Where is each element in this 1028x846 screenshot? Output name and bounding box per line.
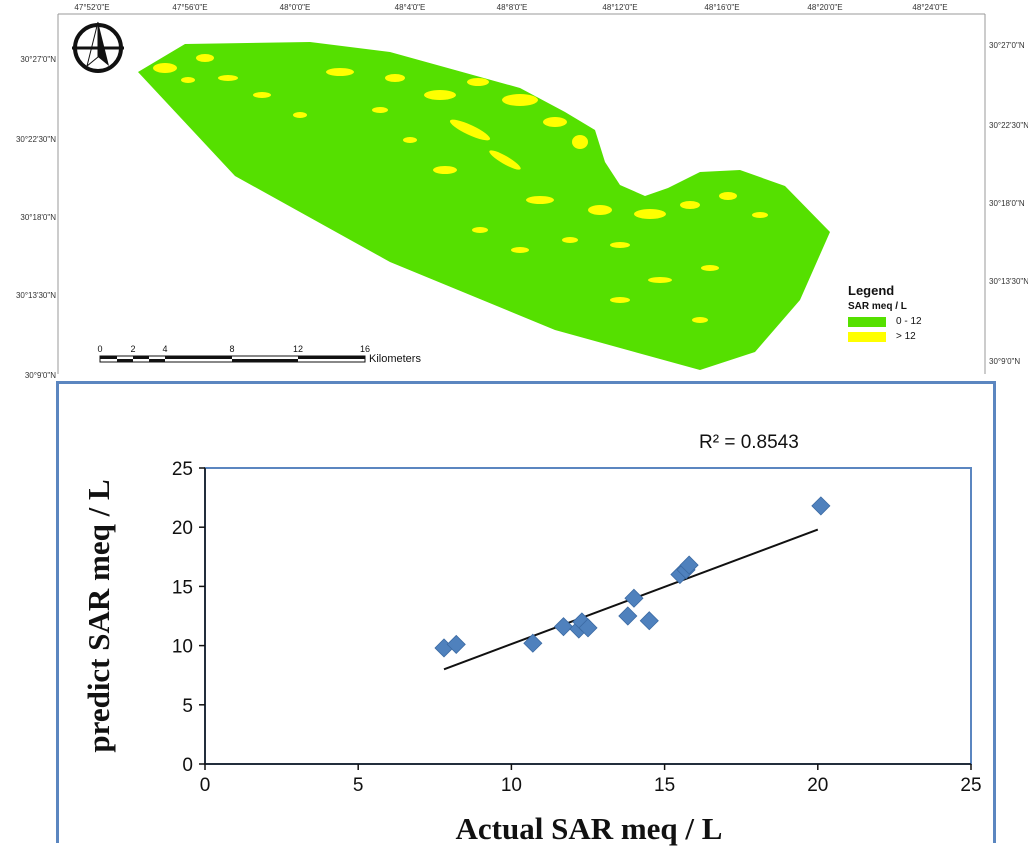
top-coord-label: 47°56'0"E (172, 3, 207, 12)
y-tick-label: 20 (172, 518, 193, 539)
data-point (811, 496, 831, 516)
legend-swatch-low (848, 316, 886, 327)
right-coordinate-labels: 30°27'0"N 30°22'30"N 30°18'0"N 30°13'30"N 30… (989, 41, 1028, 366)
high-sar-patches (153, 54, 768, 323)
x-tick-label: 25 (960, 775, 981, 796)
top-coord-label: 48°16'0"E (704, 3, 739, 12)
x-tick-label: 20 (807, 775, 828, 796)
top-coord-label: 48°4'0"E (395, 3, 426, 12)
top-coord-label: 48°24'0"E (912, 3, 947, 12)
left-coord-label: 30°13'30"N (16, 291, 56, 300)
left-coord-label: 30°18'0"N (20, 213, 56, 222)
right-coord-label: 30°18'0"N (989, 199, 1025, 208)
legend-title: Legend (848, 283, 895, 298)
data-point (618, 606, 638, 626)
right-coord-label: 30°13'30"N (989, 277, 1028, 286)
scatter-chart-panel: 0 5 10 15 20 25 0 5 10 15 20 25 R² = 0.8543 Actual … (56, 381, 996, 846)
top-coord-label: 48°0'0"E (280, 3, 311, 12)
top-coordinate-labels: 47°52'0"E 47°56'0"E 48°0'0"E 48°4'0"E 48°8'0… (74, 3, 947, 12)
right-coord-label: 30°22'30"N (989, 121, 1028, 130)
scale-tick-label: 2 (130, 344, 135, 354)
top-coord-label: 48°12'0"E (602, 3, 637, 12)
data-point (523, 633, 543, 653)
scale-tick-label: 0 (97, 344, 102, 354)
scale-bar-labels: 0 2 4 8 12 16 (97, 344, 370, 354)
top-coord-label: 47°52'0"E (74, 3, 109, 12)
left-coord-label: 30°22'30"N (16, 135, 56, 144)
y-tick-label: 25 (172, 459, 193, 480)
y-tick-label: 10 (172, 637, 193, 658)
x-tick-label: 15 (654, 775, 675, 796)
left-coordinate-labels: 30°27'0"N 30°22'30"N 30°18'0"N 30°13'30"N 30… (16, 55, 56, 380)
y-tick-label: 15 (172, 577, 193, 598)
data-point (446, 634, 466, 654)
scale-tick-label: 16 (360, 344, 370, 354)
map-legend: Legend SAR meq / L 0 - 12 > 12 (848, 283, 988, 345)
right-coord-label: 30°27'0"N (989, 41, 1025, 50)
x-axis-title: Actual SAR meq / L (456, 811, 723, 846)
scale-tick-label: 4 (162, 344, 167, 354)
data-point (624, 588, 644, 608)
axis-ticks: 0 5 10 15 20 25 0 5 10 15 20 25 (172, 459, 982, 796)
legend-label-low: 0 - 12 (896, 316, 922, 327)
y-axis-title: predict SAR meq / L (81, 479, 116, 752)
data-points (434, 496, 831, 658)
data-point (553, 617, 574, 637)
r-squared-label: R² = 0.8543 (699, 432, 799, 453)
x-tick-label: 0 (200, 775, 211, 796)
x-tick-label: 5 (353, 775, 364, 796)
scale-bar (99, 355, 366, 363)
right-coord-label: 30°9'0"N (989, 357, 1020, 366)
scale-unit-label: Kilometers (369, 353, 421, 365)
data-point (679, 555, 699, 575)
left-coord-label: 30°9'0"N (25, 371, 56, 380)
left-coord-label: 30°27'0"N (20, 55, 56, 64)
scatter-chart: 0 5 10 15 20 25 0 5 10 15 20 25 R² = 0.8543 Actual … (81, 432, 982, 846)
legend-swatch-high (848, 331, 886, 342)
scale-tick-label: 8 (229, 344, 234, 354)
data-point (578, 618, 598, 638)
top-coord-label: 48°8'0"E (497, 3, 528, 12)
legend-item-low: 0 - 12 (848, 315, 988, 328)
legend-label-high: > 12 (896, 331, 916, 342)
legend-subtitle: SAR meq / L (848, 301, 907, 312)
y-tick-label: 0 (182, 755, 193, 776)
legend-item-high: > 12 (848, 330, 988, 343)
north-arrow-icon (72, 21, 124, 73)
x-tick-label: 10 (501, 775, 522, 796)
sar-map: 0 2 4 8 12 16 Kilometers 47°52'0"E 47°56'0"E 48… (16, 3, 1028, 380)
top-coord-label: 48°20'0"E (807, 3, 842, 12)
scale-tick-label: 12 (293, 344, 303, 354)
data-point (639, 611, 659, 631)
y-tick-label: 5 (182, 696, 193, 717)
study-area-low-sar (138, 42, 830, 370)
sar-map-panel: 0 2 4 8 12 16 Kilometers 47°52'0"E 47°56'0"E 48… (0, 0, 1028, 380)
